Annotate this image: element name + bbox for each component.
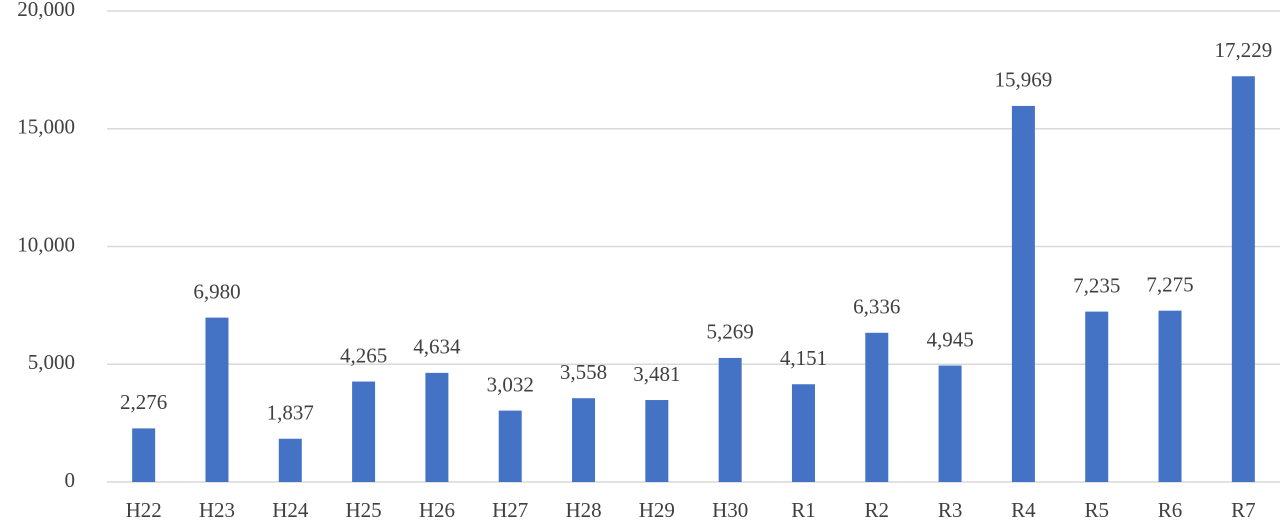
- bar: [425, 372, 449, 482]
- bar: [1231, 76, 1255, 482]
- x-tick-label: R1: [791, 498, 816, 522]
- y-tick-label: 0: [65, 468, 76, 492]
- data-label: 17,229: [1214, 38, 1272, 62]
- bar: [791, 384, 815, 482]
- data-label: 5,269: [707, 320, 754, 344]
- bar: [865, 332, 889, 482]
- bar: [1158, 310, 1182, 482]
- x-tick-label: H28: [565, 498, 601, 522]
- data-label: 4,634: [413, 335, 461, 359]
- y-tick-label: 15,000: [17, 115, 75, 139]
- x-tick-label: R6: [1158, 498, 1183, 522]
- x-tick-label: H27: [492, 498, 528, 522]
- x-tick-label: H30: [712, 498, 748, 522]
- x-tick-label: H22: [126, 498, 162, 522]
- x-tick-label: H24: [272, 498, 309, 522]
- x-tick-label: H23: [199, 498, 235, 522]
- x-tick-label: H26: [419, 498, 455, 522]
- bar: [645, 400, 669, 482]
- y-tick-label: 10,000: [17, 232, 75, 256]
- bar: [352, 381, 376, 482]
- bar: [718, 357, 742, 482]
- data-label: 4,151: [780, 346, 827, 370]
- bar: [1085, 311, 1109, 482]
- x-tick-label: H25: [346, 498, 382, 522]
- data-label: 6,980: [193, 279, 240, 303]
- y-tick-label: 5,000: [28, 350, 75, 374]
- data-label: 4,945: [926, 327, 973, 351]
- data-label: 3,558: [560, 360, 607, 384]
- x-tick-label: R5: [1084, 498, 1109, 522]
- data-label: 3,481: [633, 362, 680, 386]
- data-label: 3,032: [487, 372, 534, 396]
- x-tick-label: R4: [1011, 498, 1036, 522]
- y-tick-label: 20,000: [17, 0, 75, 21]
- x-tick-label: R7: [1231, 498, 1256, 522]
- data-label: 1,837: [267, 401, 314, 425]
- bar: [498, 410, 522, 482]
- x-tick-label: R2: [865, 498, 890, 522]
- bar: [132, 428, 156, 482]
- bar: [572, 398, 596, 482]
- bar: [205, 317, 229, 482]
- x-tick-label: H29: [639, 498, 675, 522]
- data-label: 6,336: [853, 295, 900, 319]
- data-label: 15,969: [995, 68, 1053, 92]
- bar: [1011, 105, 1035, 482]
- bar: [278, 438, 302, 482]
- bar: [938, 365, 962, 482]
- data-label: 7,235: [1073, 273, 1120, 297]
- data-label: 7,275: [1146, 272, 1193, 296]
- data-label: 4,265: [340, 343, 387, 367]
- x-tick-label: R3: [938, 498, 963, 522]
- data-label: 2,276: [120, 390, 167, 414]
